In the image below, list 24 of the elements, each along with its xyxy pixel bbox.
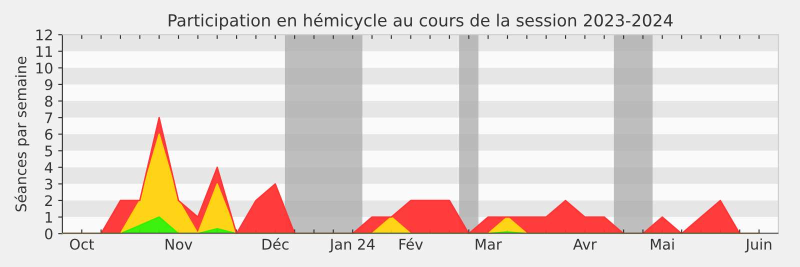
y-axis-title: Séances par semaine xyxy=(14,56,30,212)
y-tick-label: 2 xyxy=(45,195,52,206)
x-tick-label: Nov xyxy=(166,238,192,250)
y-tick-label: 12 xyxy=(36,29,52,40)
y-tick-label: 1 xyxy=(46,212,52,223)
x-tick-label: Juin xyxy=(744,238,772,252)
x-tick-label: Mai xyxy=(650,238,674,250)
x-tick-label: Déc xyxy=(262,238,288,250)
chart-title: Participation en hémicycle au cours de la session 2023-2024 xyxy=(168,13,673,30)
x-tick-label: Jan 24 xyxy=(329,238,375,252)
x-tick-label: Fév xyxy=(400,238,423,250)
y-tick-label: 4 xyxy=(44,162,53,173)
y-tick-label: 5 xyxy=(45,146,52,156)
y-tick-label: 8 xyxy=(45,96,52,107)
x-tick-label: Oct xyxy=(70,238,94,250)
y-tick-label: 0 xyxy=(45,228,52,240)
y-tick-label: 6 xyxy=(45,128,52,140)
y-tick-label: 9 xyxy=(45,79,52,90)
y-tick-label: 7 xyxy=(45,112,52,124)
x-tick-label: Mar xyxy=(476,238,502,250)
y-tick-label: 3 xyxy=(45,178,52,190)
y-tick-label: 11 xyxy=(36,46,52,57)
x-tick-label: Avr xyxy=(573,238,597,250)
y-tick-label: 10 xyxy=(36,62,52,74)
